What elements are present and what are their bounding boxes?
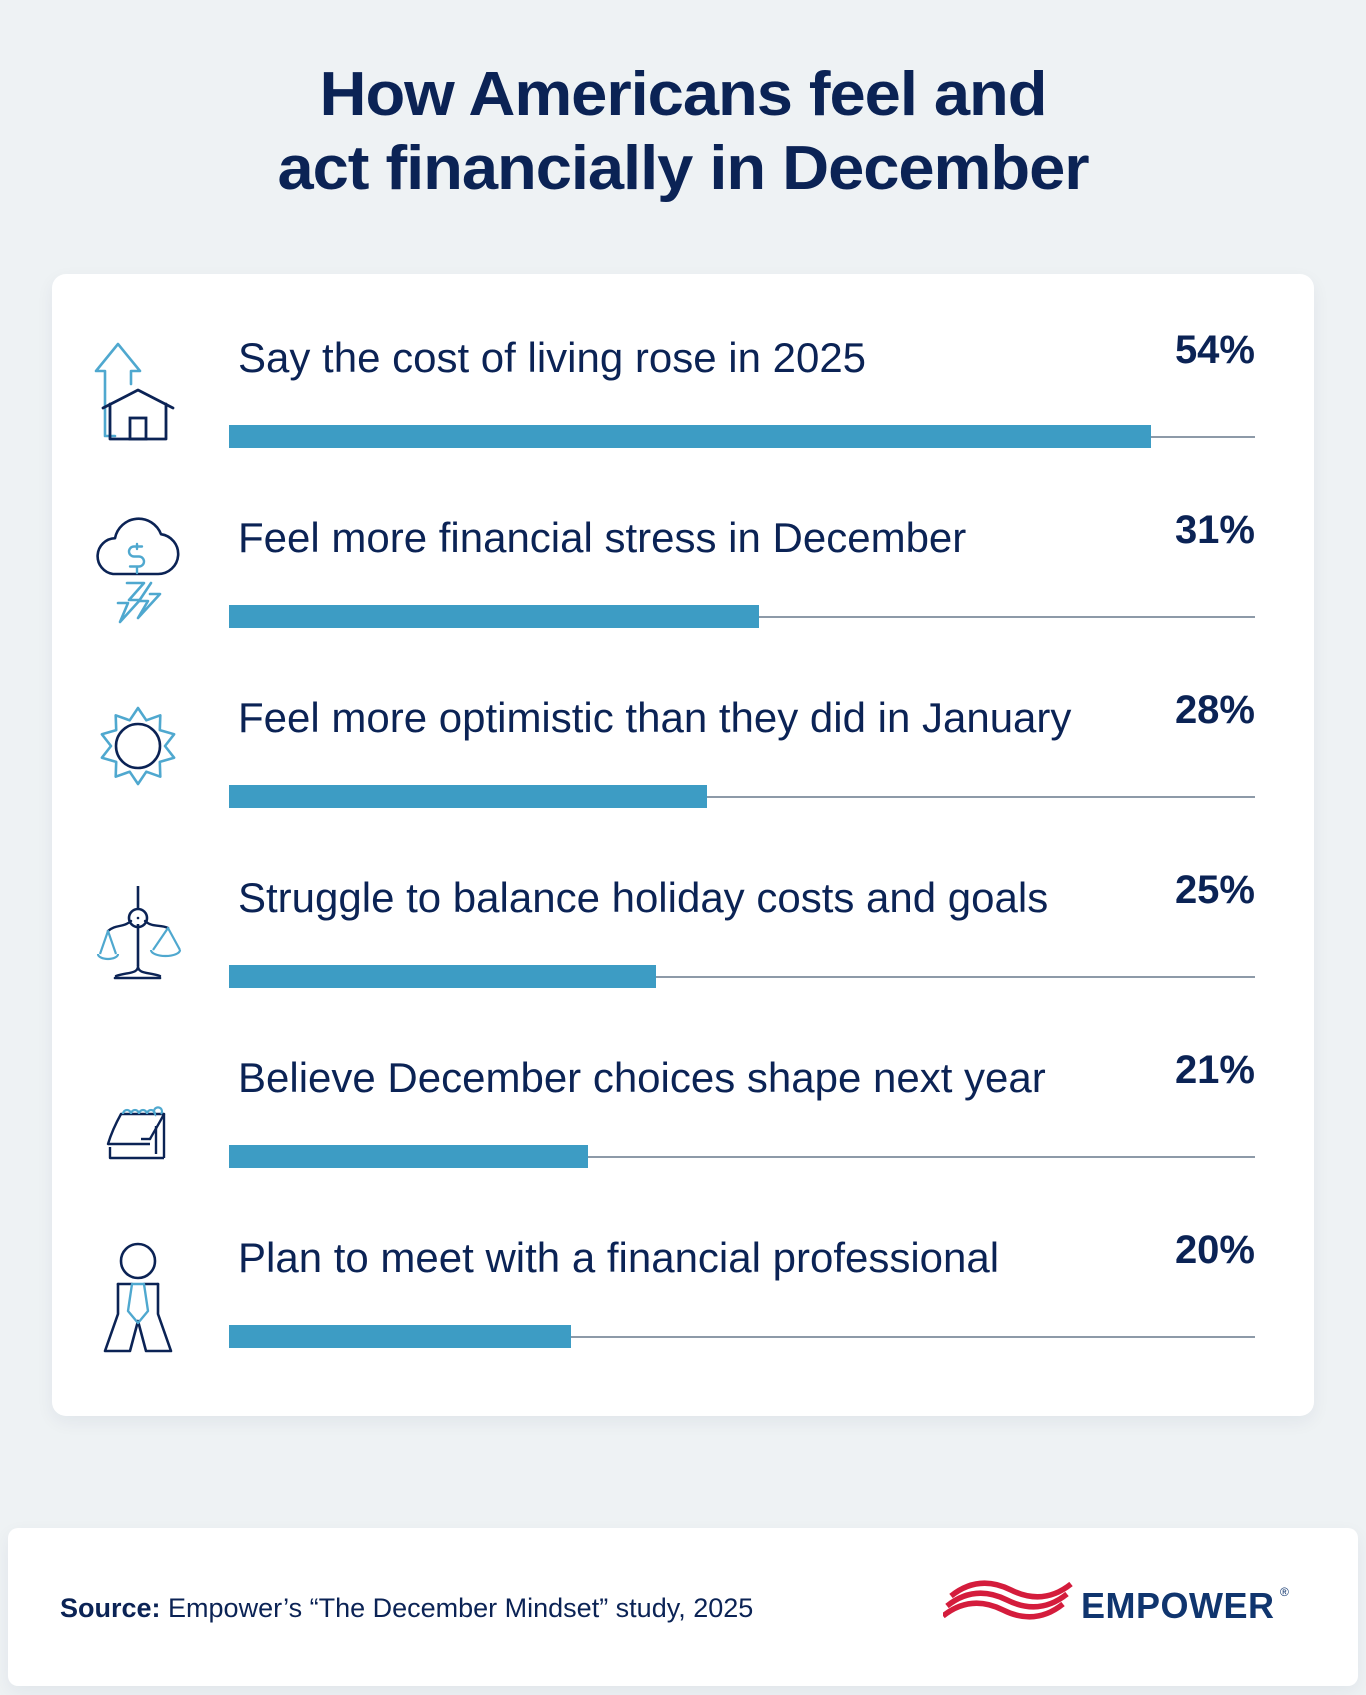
svg-text:®: ® [1280, 1585, 1289, 1599]
svg-text:EMPOWER: EMPOWER [1081, 1585, 1275, 1626]
